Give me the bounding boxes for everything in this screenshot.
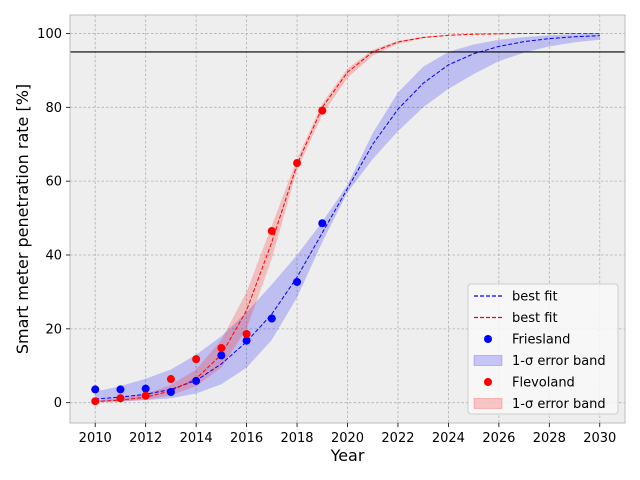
x-tick-label: 2024 [432, 431, 465, 446]
x-tick-label: 2022 [381, 431, 414, 446]
point-flevoland [242, 330, 251, 339]
x-tick-label: 2030 [583, 431, 616, 446]
legend: best fit best fit Friesland 1-σ error band F… [467, 283, 619, 415]
point-flevoland [293, 159, 302, 168]
x-axis-label: Year [330, 446, 365, 465]
point-flevoland [267, 227, 276, 235]
x-tick-label: 2028 [533, 431, 566, 446]
y-tick-label: 0 [54, 396, 62, 411]
point-friesland [166, 387, 175, 396]
y-tick-label: 20 [45, 322, 62, 337]
legend-label: 1-σ error band [512, 397, 606, 412]
point-friesland [242, 336, 251, 345]
legend-marker-swatch [484, 378, 492, 386]
fit-line-flevoland [95, 32, 600, 403]
x-axis-ticks: 2010 2012 2014 2016 2018 2020 2022 2024 2026 2028… [79, 423, 616, 446]
point-flevoland [166, 375, 175, 384]
y-tick-label: 60 [45, 175, 62, 190]
legend-label: best fit [512, 290, 558, 305]
data-points [91, 106, 327, 406]
y-axis-label: Smart meter penetration rate [%] [13, 84, 32, 354]
x-tick-label: 2026 [482, 431, 515, 446]
point-friesland [318, 219, 327, 228]
fit-lines [95, 32, 600, 403]
legend-band-swatch [473, 355, 503, 366]
legend-label: Friesland [512, 333, 570, 348]
point-flevoland [217, 344, 226, 353]
point-flevoland [318, 106, 327, 115]
legend-band-swatch [473, 398, 503, 409]
point-friesland [293, 277, 302, 286]
point-friesland [192, 376, 201, 385]
x-tick-label: 2020 [331, 431, 364, 446]
point-friesland [91, 385, 100, 394]
y-tick-label: 100 [37, 27, 62, 42]
point-flevoland [192, 355, 201, 364]
point-flevoland [91, 397, 100, 406]
y-tick-label: 80 [45, 101, 62, 116]
point-friesland [217, 351, 226, 360]
y-tick-label: 40 [45, 249, 62, 264]
point-flevoland [116, 394, 125, 403]
legend-label: best fit [512, 311, 558, 326]
y-axis-ticks: 0 20 40 60 80 100 [37, 27, 70, 411]
legend-label: 1-σ error band [512, 354, 606, 369]
legend-marker-swatch [484, 335, 492, 343]
legend-box [467, 283, 619, 415]
x-tick-label: 2016 [230, 431, 263, 446]
point-friesland [267, 314, 276, 323]
x-tick-label: 2010 [79, 431, 112, 446]
x-tick-label: 2014 [180, 431, 213, 446]
x-tick-label: 2012 [129, 431, 162, 446]
point-friesland [116, 385, 125, 394]
x-tick-label: 2018 [280, 431, 313, 446]
point-flevoland [141, 391, 150, 400]
legend-label: Flevoland [512, 376, 575, 391]
point-friesland [141, 384, 150, 393]
